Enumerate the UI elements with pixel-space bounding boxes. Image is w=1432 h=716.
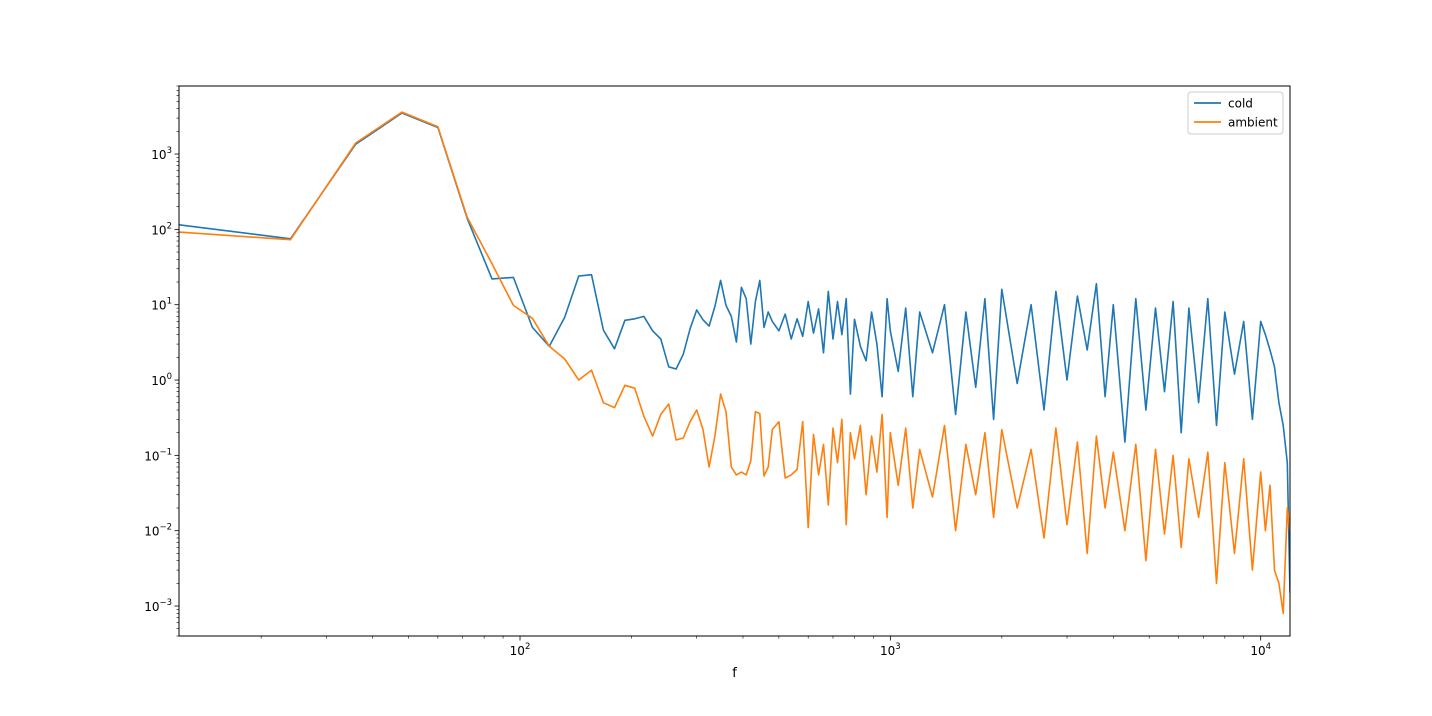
y-tick-label: 103 [151, 146, 172, 162]
y-tick-label: 10−1 [144, 447, 172, 463]
y-tick-label: 100 [151, 372, 172, 388]
series-line-ambient [179, 111, 1290, 615]
x-tick-label: 104 [1250, 642, 1271, 658]
x-axis-label: f [732, 666, 737, 681]
series-layer [179, 111, 1290, 615]
x-tick-label: 102 [510, 642, 531, 658]
legend-label-ambient: ambient [1228, 116, 1278, 130]
y-tick-label: 102 [151, 221, 172, 237]
x-axis: 102 103 104 [260, 636, 1271, 658]
y-tick-label: 10−3 [144, 598, 172, 614]
legend-label-cold: cold [1228, 97, 1253, 111]
plot-area [179, 86, 1290, 636]
y-tick-label: 101 [151, 297, 172, 313]
y-axis: 10−3 10−2 10−1 100 101 102 103 [144, 85, 179, 637]
y-tick-label: 10−2 [144, 523, 172, 539]
series-line-cold [179, 112, 1290, 593]
x-tick-label: 103 [880, 642, 901, 658]
legend: cold ambient [1187, 91, 1284, 135]
axes-frame [178, 85, 1291, 637]
